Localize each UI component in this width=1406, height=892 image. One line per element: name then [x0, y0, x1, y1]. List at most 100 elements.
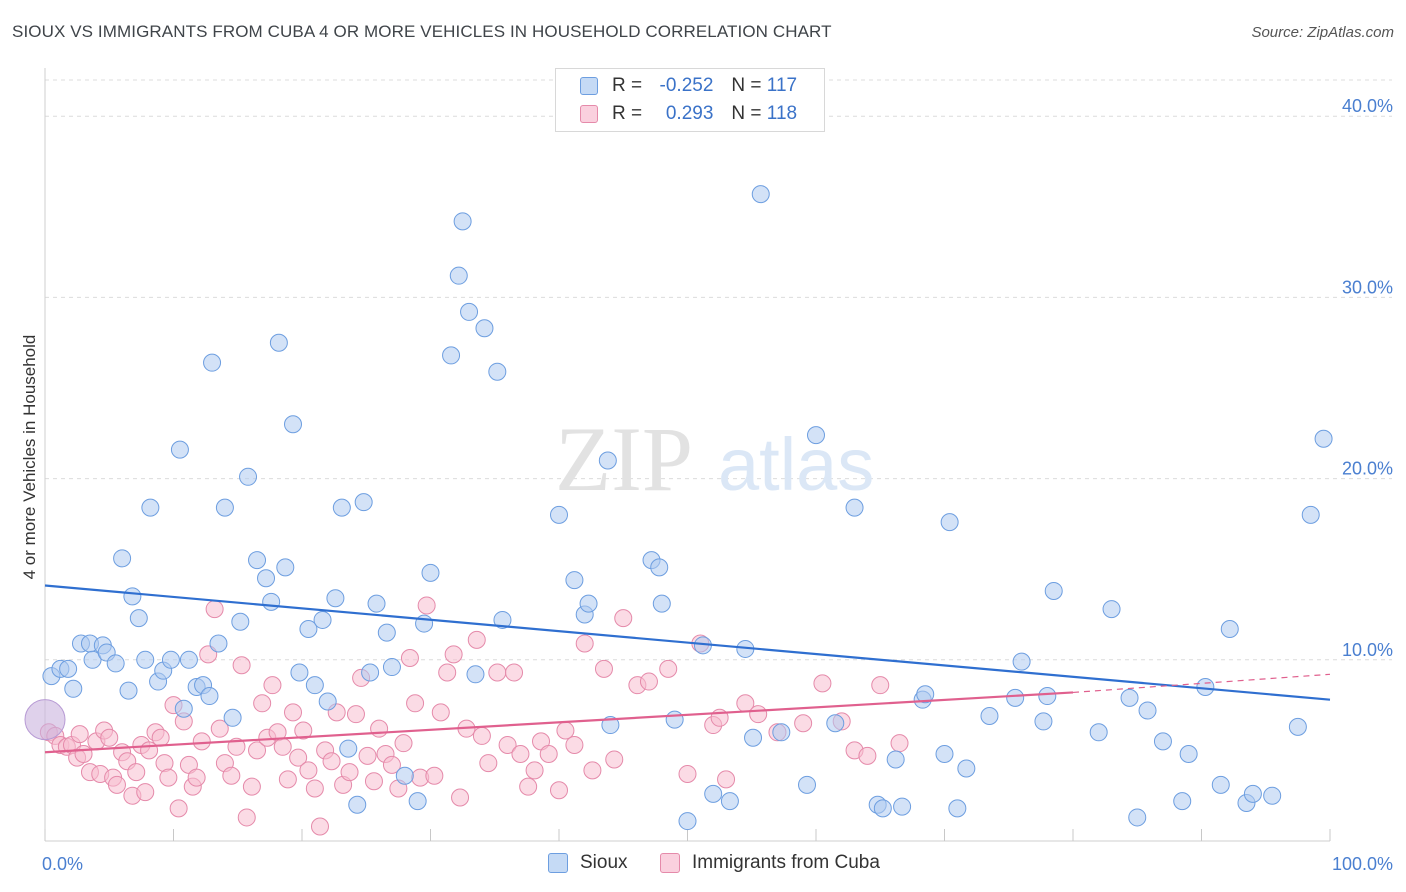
data-point-sioux: [665, 710, 684, 729]
data-point-sioux: [1044, 581, 1063, 600]
data-point-sioux: [170, 440, 189, 459]
data-point-cuba: [284, 703, 303, 722]
data-point-sioux: [1314, 429, 1333, 448]
data-point-cuba: [237, 808, 256, 827]
data-point-cuba: [511, 745, 530, 764]
data-point-cuba: [659, 659, 678, 678]
data-point-sioux: [873, 799, 892, 818]
trend-line-cuba-extension: [1072, 673, 1331, 694]
data-point-sioux: [488, 362, 507, 381]
data-point-cuba: [813, 674, 832, 693]
data-point-cuba: [74, 745, 93, 764]
data-point-sioux: [262, 592, 281, 611]
legend-row-sioux: R = -0.252 N = 117: [580, 73, 797, 99]
data-point-cuba: [639, 672, 658, 691]
data-point-cuba: [425, 766, 444, 785]
data-point-cuba: [406, 694, 425, 713]
bottom-legend-label-sioux: Sioux: [580, 852, 628, 873]
data-point-cuba: [472, 726, 491, 745]
chart-title: SIOUX VS IMMIGRANTS FROM CUBA 4 OR MORE …: [12, 22, 832, 41]
data-point-sioux: [1220, 620, 1239, 639]
x-tick-label: 0.0%: [42, 854, 83, 874]
legend: R = -0.252 N = 117 R = 0.293 N = 118: [555, 68, 825, 132]
data-point-sioux: [129, 609, 148, 628]
data-point-sioux: [957, 759, 976, 778]
bottom-legend-swatch-sioux: [548, 853, 568, 873]
data-point-sioux: [231, 612, 250, 631]
data-point-overlap: [24, 699, 66, 741]
trend-line-cuba: [44, 691, 1074, 754]
legend-row-cuba: R = 0.293 N = 118: [580, 101, 797, 127]
data-point-sioux: [935, 745, 954, 764]
data-point-cuba: [890, 734, 909, 753]
data-point-sioux: [886, 750, 905, 769]
data-point-sioux: [141, 498, 160, 517]
data-point-cuba: [187, 768, 206, 787]
data-point-cuba: [70, 725, 89, 744]
data-point-sioux: [798, 775, 817, 794]
legend-n-value: 117: [766, 75, 798, 96]
legend-n-label: N =: [731, 75, 762, 96]
grid-lines: [45, 79, 1392, 661]
data-point-sioux: [550, 505, 568, 524]
y-tick-label: 20.0%: [1342, 459, 1393, 479]
data-point-sioux: [650, 558, 669, 577]
legend-n-label: N =: [731, 103, 762, 124]
data-point-sioux: [1243, 784, 1262, 803]
data-point-cuba: [550, 781, 568, 800]
data-point-sioux: [1173, 792, 1192, 811]
y-tick-label: 40.0%: [1342, 96, 1393, 116]
x-tick-labels: 0.0% 100.0%: [42, 854, 1393, 874]
data-point-cuba: [678, 764, 697, 783]
legend-r-label: R =: [612, 75, 643, 96]
bottom-legend-label-cuba: Immigrants from Cuba: [692, 852, 880, 873]
data-point-cuba: [451, 788, 470, 807]
data-point-cuba: [159, 768, 178, 787]
data-point-cuba: [444, 645, 463, 664]
data-point-sioux: [1089, 723, 1108, 742]
data-point-sioux: [652, 594, 671, 613]
bottom-legend-sioux: Sioux: [548, 852, 628, 874]
data-point-cuba: [382, 755, 401, 774]
data-point-sioux: [475, 319, 494, 338]
watermark-atlas: atlas: [718, 423, 874, 506]
data-point-cuba: [151, 728, 170, 747]
data-point-cuba: [242, 777, 261, 796]
y-tick-label: 30.0%: [1342, 277, 1393, 297]
data-point-sioux: [1179, 745, 1198, 764]
data-point-cuba: [273, 737, 292, 756]
data-point-cuba: [479, 754, 498, 773]
data-point-cuba: [294, 721, 313, 740]
data-point-sioux: [948, 799, 967, 818]
data-point-sioux: [269, 333, 288, 352]
data-point-sioux: [1102, 600, 1121, 619]
data-point-sioux: [678, 812, 697, 831]
data-point-cuba: [525, 761, 544, 780]
data-point-sioux: [1012, 652, 1031, 671]
data-point-sioux: [1128, 808, 1147, 827]
data-point-sioux: [598, 451, 617, 470]
data-point-cuba: [858, 746, 877, 765]
data-point-sioux: [161, 650, 180, 669]
data-point-cuba: [127, 763, 146, 782]
data-point-sioux: [200, 687, 219, 706]
data-point-sioux: [290, 663, 309, 682]
data-point-sioux: [223, 708, 242, 727]
data-point-sioux: [248, 551, 267, 570]
data-point-sioux: [940, 513, 959, 532]
data-point-sioux: [744, 728, 763, 747]
data-point-sioux: [893, 797, 912, 816]
data-point-sioux: [845, 498, 864, 517]
legend-swatch-sioux: [580, 77, 598, 95]
data-point-sioux: [453, 212, 472, 231]
legend-r-label: R =: [612, 103, 643, 124]
data-point-cuba: [322, 752, 341, 771]
data-point-cuba: [107, 775, 126, 794]
data-point-sioux: [826, 714, 845, 733]
data-point-cuba: [136, 783, 155, 802]
watermark-zip: ZIP: [555, 408, 693, 510]
series-sioux-points: [24, 185, 1333, 831]
data-point-cuba: [253, 694, 272, 713]
data-point-sioux: [239, 467, 258, 486]
